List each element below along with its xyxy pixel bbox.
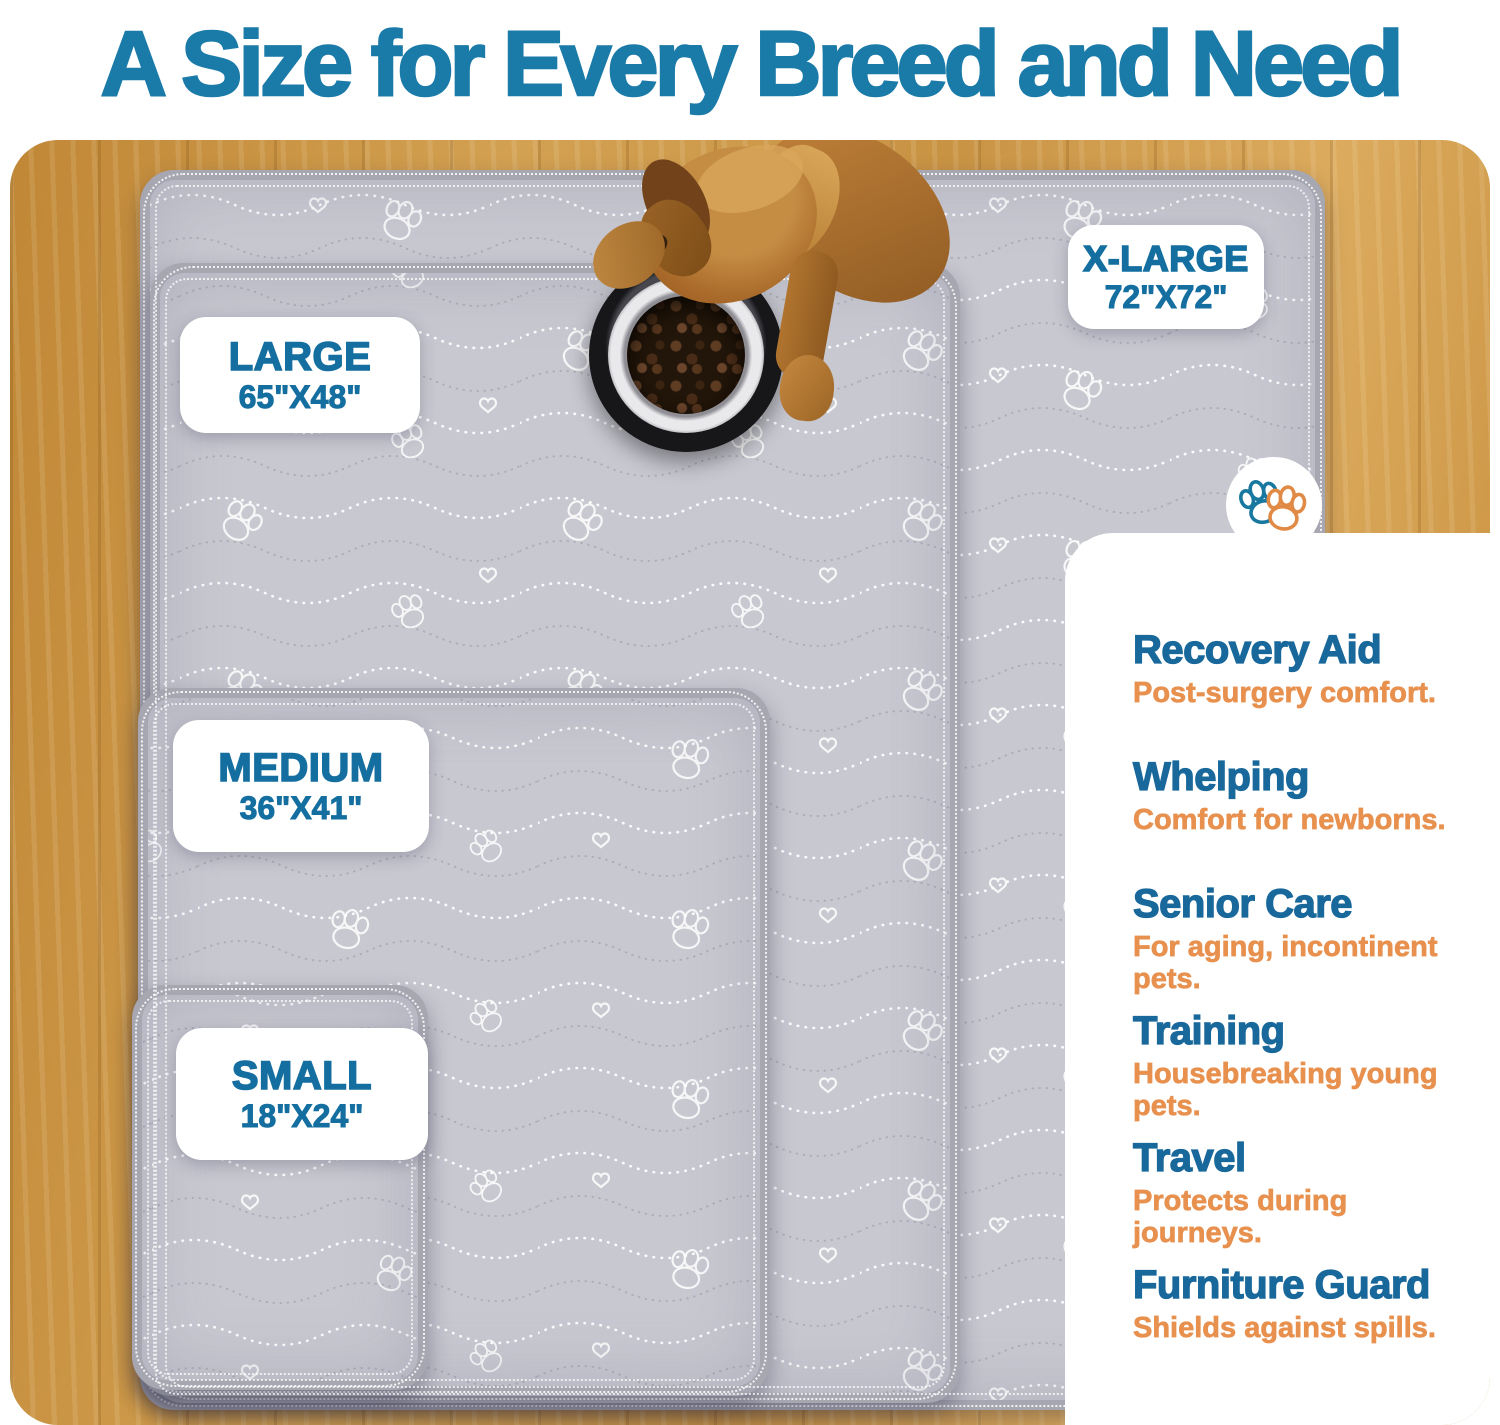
size-dimensions: 72"X72"	[1104, 278, 1228, 315]
benefit-title: Senior Care	[1132, 882, 1353, 926]
size-name: LARGE	[228, 334, 372, 379]
benefit-item: Whelping Comfort for newborns.	[1132, 755, 1474, 883]
benefit-title: Training	[1132, 1009, 1285, 1053]
size-name: SMALL	[231, 1053, 373, 1098]
size-name: X-LARGE	[1082, 237, 1249, 279]
size-label-xlarge: X-LARGE 72"X72"	[1068, 225, 1264, 329]
benefit-item: Senior Care For aging, incontinent pets.	[1132, 882, 1474, 1010]
benefit-description: Comfort for newborns.	[1133, 804, 1446, 836]
page-title: A Size for Every Breed and Need	[99, 12, 1405, 117]
benefit-description: Protects during journeys.	[1133, 1185, 1348, 1249]
benefit-item: Furniture Guard Shields against spills.	[1132, 1263, 1474, 1391]
food-bowl	[589, 258, 783, 452]
size-label-large: LARGE 65"X48"	[180, 317, 420, 433]
benefit-item: Travel Protects during journeys.	[1132, 1136, 1474, 1264]
benefit-item: Recovery Aid Post-surgery comfort.	[1132, 628, 1474, 756]
size-name: MEDIUM	[218, 745, 384, 790]
steel-bowl	[608, 277, 764, 433]
paw-prints-icon	[1226, 457, 1322, 553]
benefit-title: Furniture Guard	[1132, 1263, 1431, 1307]
benefit-title: Whelping	[1132, 755, 1310, 799]
size-dimensions: 36"X41"	[239, 789, 363, 826]
benefit-description: For aging, incontinent pets.	[1133, 931, 1438, 995]
wood-floor: Recovery Aid Post-surgery comfort. Whelp…	[10, 140, 1490, 1425]
size-label-medium: MEDIUM 36"X41"	[173, 720, 429, 852]
benefit-title: Recovery Aid	[1132, 628, 1382, 672]
benefit-description: Post-surgery comfort.	[1133, 677, 1437, 709]
size-dimensions: 18"X24"	[240, 1097, 364, 1134]
size-label-small: SMALL 18"X24"	[176, 1028, 428, 1160]
benefit-item: Training Housebreaking young pets.	[1132, 1009, 1474, 1137]
kibble	[627, 296, 745, 414]
benefit-title: Travel	[1132, 1136, 1246, 1180]
size-dimensions: 65"X48"	[238, 378, 362, 415]
benefits-panel: Recovery Aid Post-surgery comfort. Whelp…	[1065, 533, 1490, 1425]
benefit-description: Shields against spills.	[1133, 1312, 1437, 1344]
benefit-description: Housebreaking young pets.	[1133, 1058, 1438, 1122]
